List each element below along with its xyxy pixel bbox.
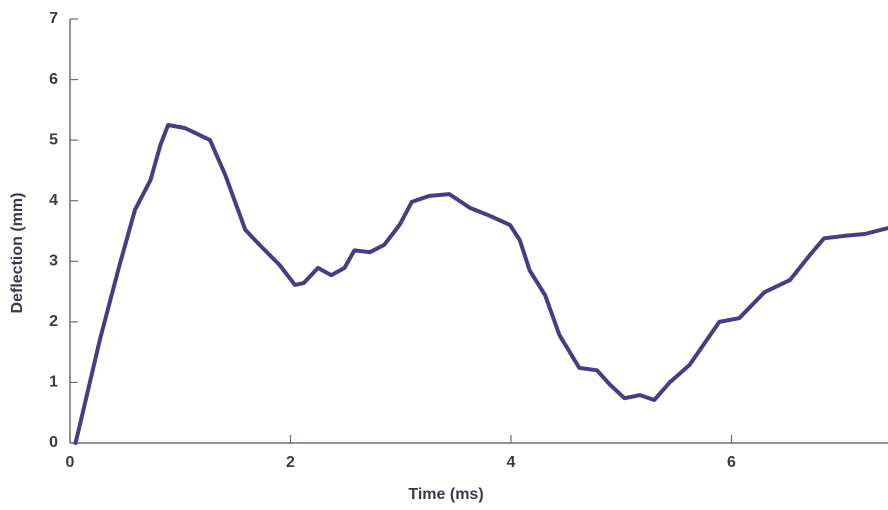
- x-tick-label: 6: [727, 454, 736, 471]
- y-tick-label: 1: [49, 374, 58, 391]
- y-tick-label: 6: [49, 71, 58, 88]
- y-tick-label: 4: [49, 192, 58, 209]
- x-tick-label: 4: [507, 454, 516, 471]
- x-tick-label: 0: [66, 454, 75, 471]
- y-tick-label: 7: [49, 10, 58, 27]
- data-line: [73, 123, 888, 445]
- x-tick-label: 2: [286, 454, 295, 471]
- y-tick-label: 2: [49, 313, 58, 330]
- y-tick-label: 5: [49, 131, 58, 148]
- y-tick-label: 0: [49, 434, 58, 451]
- x-axis-label: Time (ms): [408, 486, 483, 503]
- y-axis-label: Deflection (mm): [9, 193, 26, 314]
- y-tick-label: 3: [49, 253, 58, 270]
